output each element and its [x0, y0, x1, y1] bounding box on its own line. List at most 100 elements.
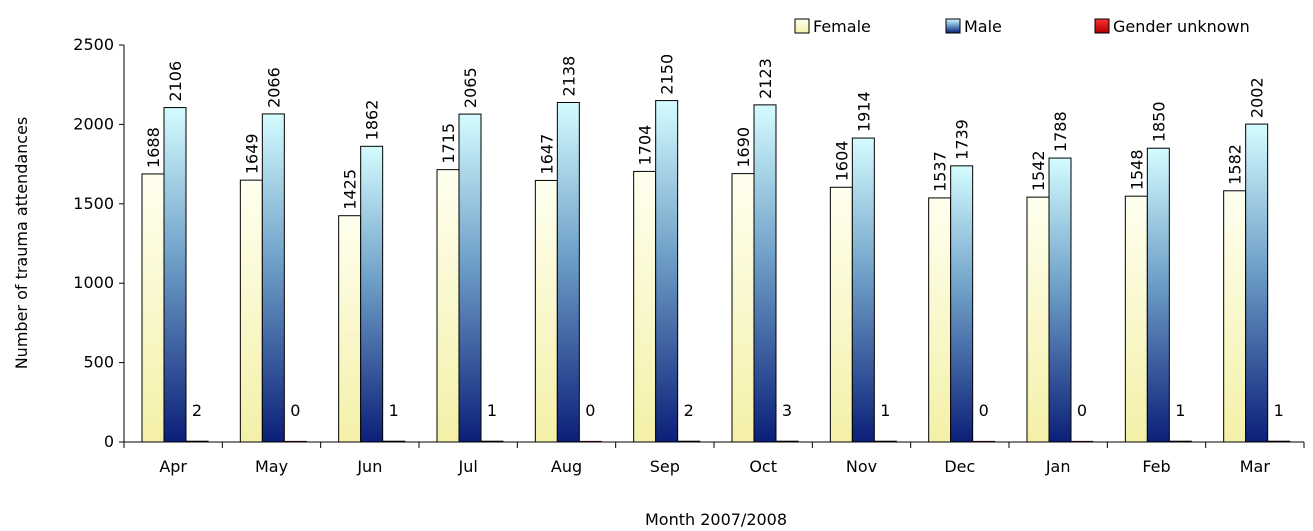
- x-axis: Apr May Jun Jul Aug Sep Oct Nov Dec Jan Feb Mar: [123, 441, 1305, 476]
- y-tick-label: 1000: [73, 273, 114, 292]
- data-label-male-apr: 2106: [166, 61, 185, 102]
- data-label-gender-unknown-mar: 1: [1274, 401, 1284, 420]
- data-label-male-mar: 2002: [1248, 77, 1267, 118]
- bar-female-oct: [731, 173, 755, 443]
- x-tick-label-may: May: [255, 457, 288, 476]
- y-tick-label: 1500: [73, 194, 114, 213]
- bar-female-jul: [436, 169, 460, 443]
- data-label-male-jan: 1788: [1051, 111, 1070, 152]
- data-label-female-jan: 1542: [1029, 150, 1048, 191]
- legend-swatch-female: [794, 18, 810, 34]
- data-label-male-sep: 2150: [658, 54, 677, 95]
- data-label-gender-unknown-jan: 0: [1077, 401, 1087, 420]
- data-label-male-feb: 1850: [1149, 102, 1168, 143]
- bar-male-jan: [1048, 157, 1072, 443]
- bar-gender-unknown-apr: [185, 440, 209, 443]
- bar-gender-unknown-jul: [480, 440, 504, 443]
- data-label-male-jul: 2065: [461, 67, 480, 108]
- bar-male-sep: [655, 100, 679, 443]
- bar-male-oct: [753, 104, 777, 443]
- data-label-female-feb: 1548: [1127, 149, 1146, 190]
- bar-gender-unknown-aug: [579, 440, 602, 443]
- x-tick-label-mar: Mar: [1240, 457, 1271, 476]
- bar-female-sep: [633, 170, 657, 443]
- data-label-male-may: 2066: [264, 67, 283, 108]
- x-tick-label-sep: Sep: [650, 457, 680, 476]
- x-axis-title: Month 2007/2008: [645, 510, 787, 529]
- y-axis-title: Number of trauma attendances: [12, 117, 31, 370]
- data-label-female-mar: 1582: [1226, 144, 1245, 185]
- bar-female-may: [239, 179, 263, 443]
- bar-male-jun: [360, 145, 384, 443]
- bar-male-feb: [1146, 147, 1170, 443]
- bar-gender-unknown-nov: [873, 440, 897, 443]
- data-label-gender-unknown-oct: 3: [782, 401, 792, 420]
- data-label-female-jun: 1425: [341, 169, 360, 210]
- bar-gender-unknown-jan: [1070, 440, 1094, 443]
- bar-gender-unknown-oct: [775, 440, 799, 443]
- legend-label-female: Female: [813, 17, 871, 36]
- bar-male-dec: [950, 165, 974, 443]
- data-label-gender-unknown-may: 0: [290, 401, 300, 420]
- bar-male-may: [261, 113, 285, 443]
- bar-male-jul: [458, 113, 482, 443]
- y-tick-label: 2500: [73, 35, 114, 54]
- data-label-gender-unknown-aug: 0: [585, 401, 595, 420]
- bar-female-apr: [141, 173, 165, 443]
- data-label-male-dec: 1739: [953, 119, 972, 160]
- data-label-male-oct: 2123: [756, 58, 775, 99]
- bar-gender-unknown-mar: [1267, 440, 1291, 443]
- data-label-male-jun: 1862: [363, 100, 382, 141]
- bar-male-aug: [556, 101, 580, 443]
- data-label-gender-unknown-apr: 2: [192, 401, 202, 420]
- x-tick-label-dec: Dec: [944, 457, 975, 476]
- bar-gender-unknown-sep: [677, 440, 701, 443]
- data-label-female-nov: 1604: [832, 141, 851, 182]
- x-tick-label-feb: Feb: [1142, 457, 1170, 476]
- data-label-gender-unknown-sep: 2: [684, 401, 694, 420]
- bar-female-mar: [1223, 190, 1247, 443]
- data-label-gender-unknown-jul: 1: [487, 401, 497, 420]
- data-label-gender-unknown-jun: 1: [389, 401, 399, 420]
- data-label-gender-unknown-nov: 1: [880, 401, 890, 420]
- x-tick-label-apr: Apr: [159, 457, 187, 476]
- data-label-female-sep: 1704: [636, 125, 655, 166]
- data-label-female-apr: 1688: [144, 127, 163, 168]
- legend-label-male: Male: [964, 17, 1002, 36]
- data-label-female-oct: 1690: [734, 127, 753, 168]
- x-tick-label-jul: Jul: [458, 457, 478, 476]
- x-tick-label-nov: Nov: [846, 457, 877, 476]
- data-label-male-nov: 1914: [854, 91, 873, 132]
- y-axis: 0 500 1000 1500 2000 2500: [73, 35, 125, 451]
- x-tick-label-jan: Jan: [1045, 457, 1071, 476]
- y-tick-label: 2000: [73, 114, 114, 133]
- bar-male-nov: [851, 137, 875, 443]
- x-tick-label-aug: Aug: [551, 457, 582, 476]
- data-label-female-jul: 1715: [439, 123, 458, 164]
- y-tick-label: 0: [104, 432, 114, 451]
- legend-swatch-gender-unknown: [1094, 18, 1110, 34]
- x-tick-label-oct: Oct: [749, 457, 777, 476]
- bar-gender-unknown-jun: [382, 440, 406, 443]
- data-label-female-aug: 1647: [537, 134, 556, 175]
- bar-female-feb: [1124, 195, 1148, 443]
- data-label-male-aug: 2138: [559, 56, 578, 97]
- bar-female-jun: [338, 215, 362, 443]
- bar-gender-unknown-feb: [1168, 440, 1192, 443]
- data-label-gender-unknown-feb: 1: [1175, 401, 1185, 420]
- bar-male-apr: [163, 107, 187, 443]
- x-tick-label-jun: Jun: [356, 457, 382, 476]
- legend-label-gender-unknown: Gender unknown: [1113, 17, 1250, 36]
- data-label-female-dec: 1537: [931, 151, 950, 192]
- y-tick-label: 500: [83, 353, 114, 372]
- bar-female-nov: [829, 186, 853, 443]
- legend-swatch-male: [945, 18, 961, 34]
- bar-female-jan: [1026, 196, 1050, 443]
- bar-male-mar: [1245, 123, 1269, 443]
- bar-gender-unknown-dec: [972, 440, 995, 443]
- data-label-female-may: 1649: [242, 133, 261, 174]
- bars: [141, 100, 1291, 443]
- bar-gender-unknown-may: [284, 440, 307, 443]
